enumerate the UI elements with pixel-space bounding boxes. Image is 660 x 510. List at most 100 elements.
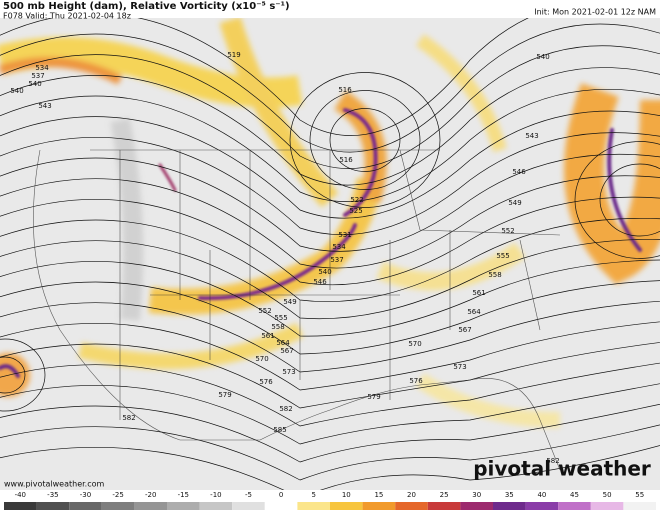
init-time: Init: Mon 2021-02-01 12z NAM	[534, 8, 656, 17]
contour-label: 546	[313, 278, 327, 286]
colorbar-swatch	[558, 502, 591, 510]
height-contour	[329, 108, 401, 172]
contour-label: 537	[31, 72, 44, 80]
map-field	[0, 18, 660, 490]
colorbar-swatch	[4, 502, 37, 510]
colorbar-swatch	[427, 502, 461, 510]
height-contour	[0, 175, 660, 269]
contour-label: 555	[496, 252, 509, 260]
contour-label: 519	[227, 51, 240, 59]
height-contour	[0, 132, 660, 236]
contour-label: 582	[122, 414, 135, 422]
colorbar-label: 0	[279, 491, 283, 499]
contour-label: 549	[283, 298, 296, 306]
brand-watermark: pivotal weather	[473, 457, 651, 481]
contour-label: 576	[259, 378, 273, 386]
height-contour	[0, 45, 660, 169]
contour-label: 573	[453, 363, 466, 371]
contour-label: 579	[218, 391, 231, 399]
colorbar-swatch	[460, 502, 493, 510]
colorbar-swatch	[69, 502, 102, 510]
colorbar-label: 55	[635, 491, 644, 499]
contour-label: 555	[274, 314, 287, 322]
contour-label: 567	[280, 347, 293, 355]
map-title: 500 mb Height (dam), Relative Vorticity …	[3, 1, 290, 12]
height-contour	[0, 362, 660, 427]
colorbar-label: -5	[245, 491, 252, 499]
colorbar-swatch	[232, 502, 265, 510]
colorbar-label: -30	[80, 491, 91, 499]
height-contour	[0, 280, 660, 355]
contour-label: 561	[472, 289, 485, 297]
contour-label: 516	[339, 156, 353, 164]
contour-label: 585	[273, 426, 286, 434]
height-contour	[0, 196, 660, 286]
contour-label: 573	[282, 368, 295, 376]
contour-label: 522	[350, 196, 363, 204]
height-contour	[0, 300, 660, 373]
colorbar-swatch	[623, 502, 656, 510]
colorbar-label: 30	[472, 491, 481, 499]
height-contour	[0, 153, 660, 252]
height-contour	[0, 338, 46, 412]
contour-label: 558	[271, 323, 284, 331]
contour-label: 558	[488, 271, 501, 279]
contour-label: 540	[536, 53, 549, 61]
contour-label: 540	[318, 268, 331, 276]
contour-label: 564	[276, 339, 290, 347]
height-contour	[309, 90, 421, 190]
colorbar-swatch	[362, 502, 396, 510]
contour-label: 543	[525, 132, 538, 140]
colorbar-label: 20	[407, 491, 416, 499]
colorbar-label: -25	[112, 491, 123, 499]
colorbar-label: -40	[15, 491, 26, 499]
contour-label: 567	[458, 326, 471, 334]
colorbar-label: 35	[505, 491, 514, 499]
height-contour	[0, 445, 660, 490]
colorbar-swatch	[36, 502, 70, 510]
height-contour	[0, 403, 660, 463]
contour-label: 516	[338, 86, 352, 94]
colorbar-label: 15	[374, 491, 383, 499]
contour-label: 564	[467, 308, 481, 316]
colorbar-swatch	[330, 502, 363, 510]
height-contour	[0, 356, 26, 394]
contour-label: 540	[10, 87, 23, 95]
contour-label: 579	[367, 393, 380, 401]
colorbar-label: -10	[210, 491, 221, 499]
colorbar-label: 45	[570, 491, 579, 499]
height-contour	[0, 424, 660, 481]
colorbar-label: -35	[47, 491, 58, 499]
height-contour	[0, 23, 660, 153]
height-contour	[289, 72, 441, 208]
height-contour	[599, 163, 660, 237]
colorbar-label: 5	[311, 491, 315, 499]
contour-label: 534	[35, 64, 49, 72]
contour-label: 549	[508, 199, 521, 207]
contour-label: 546	[512, 168, 526, 176]
height-contour	[0, 321, 660, 391]
colorbar-label: 25	[440, 491, 449, 499]
contour-label: 525	[349, 207, 362, 215]
contour-label: 576	[409, 377, 423, 385]
contour-label: 534	[332, 243, 346, 251]
contour-label: 531	[338, 231, 351, 239]
colorbar-swatch	[493, 502, 526, 510]
colorbar-swatch	[264, 502, 298, 510]
contour-label: 537	[330, 256, 343, 264]
contour-label: 582	[546, 457, 559, 465]
colorbar-swatch	[395, 502, 428, 510]
height-contour	[0, 110, 660, 219]
contour-label: 561	[261, 332, 274, 340]
map-subtitle: F078 Valid: Thu 2021-02-04 18z	[3, 12, 131, 21]
height-contour	[0, 18, 529, 136]
height-contour	[0, 342, 660, 409]
height-contour	[0, 259, 660, 337]
contour-label: 543	[38, 102, 51, 110]
colorbar-label: -15	[178, 491, 189, 499]
contour-label: 552	[501, 227, 514, 235]
height-contour	[0, 67, 660, 186]
colorbar-swatch	[167, 502, 200, 510]
colorbar-swatch	[134, 502, 167, 510]
